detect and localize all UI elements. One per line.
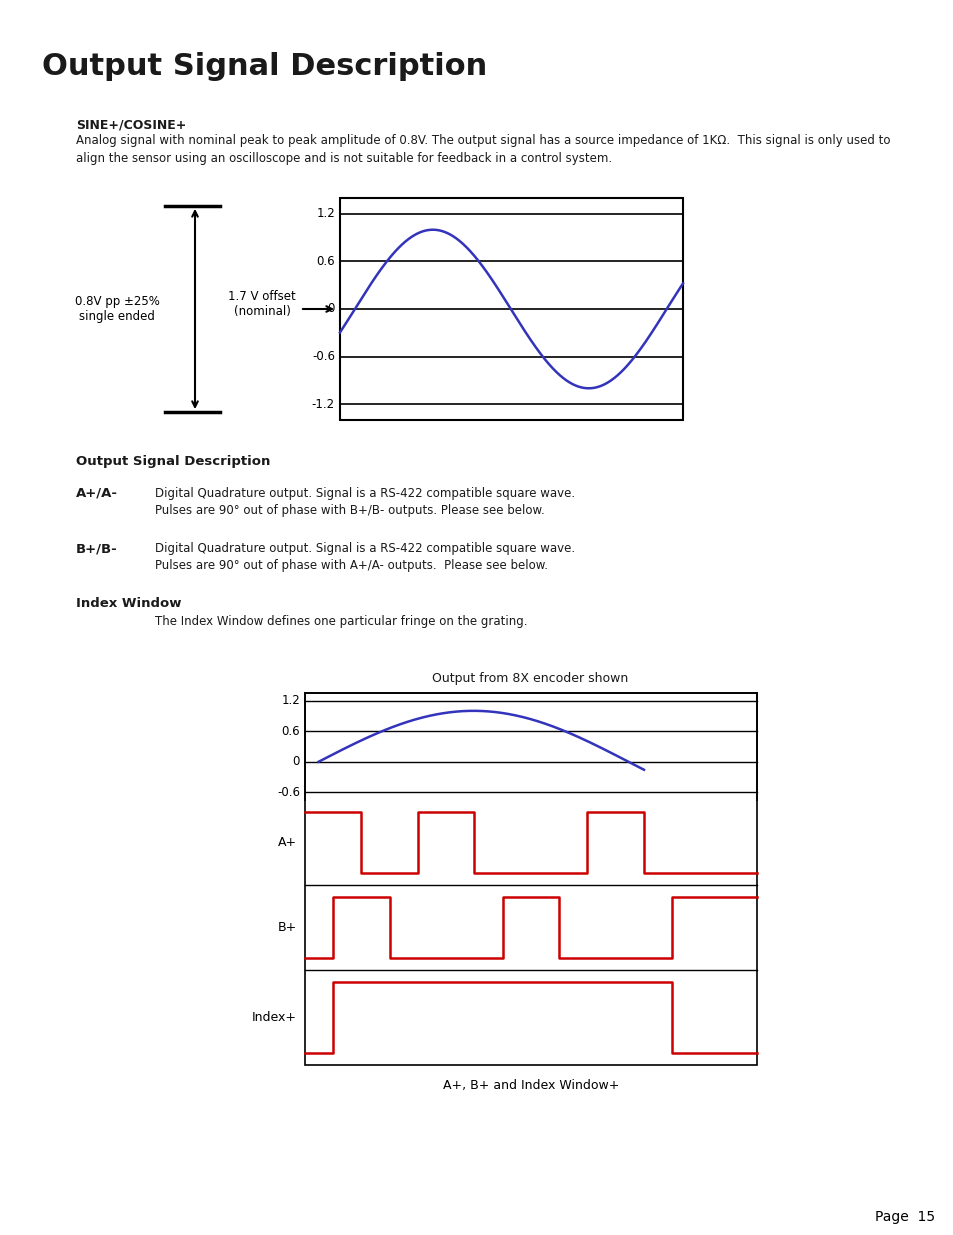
Text: Analog signal with nominal peak to peak amplitude of 0.8V. The output signal has: Analog signal with nominal peak to peak … (76, 135, 889, 165)
Text: Index+: Index+ (252, 1011, 296, 1024)
Text: B+/B-: B+/B- (76, 542, 117, 555)
Bar (339, 198, 682, 420)
Text: 0: 0 (293, 756, 299, 768)
Text: Index Window: Index Window (76, 597, 181, 610)
Text: Page  15: Page 15 (874, 1210, 934, 1224)
Text: 0: 0 (327, 303, 335, 315)
Text: 0.8V pp ±25%
single ended: 0.8V pp ±25% single ended (74, 295, 159, 324)
Text: -0.6: -0.6 (312, 350, 335, 363)
Text: 0.6: 0.6 (281, 725, 299, 737)
Text: A+, B+ and Index Window+: A+, B+ and Index Window+ (442, 1079, 618, 1092)
Text: SINE+/COSINE+: SINE+/COSINE+ (76, 119, 186, 131)
Bar (305, 693, 757, 1065)
Text: A+: A+ (277, 836, 296, 848)
Text: Output Signal Description: Output Signal Description (42, 52, 487, 82)
Text: The Index Window defines one particular fringe on the grating.: The Index Window defines one particular … (154, 615, 527, 629)
Text: A+/A-: A+/A- (76, 487, 118, 500)
Text: Output Signal Description: Output Signal Description (76, 454, 270, 468)
Text: B+: B+ (277, 921, 296, 934)
Text: Digital Quadrature output. Signal is a RS-422 compatible square wave.: Digital Quadrature output. Signal is a R… (154, 487, 575, 500)
Text: Pulses are 90° out of phase with B+/B- outputs. Please see below.: Pulses are 90° out of phase with B+/B- o… (154, 504, 544, 517)
Text: 1.2: 1.2 (281, 694, 299, 708)
Text: -0.6: -0.6 (276, 785, 299, 799)
Text: 1.7 V offset
(nominal): 1.7 V offset (nominal) (228, 290, 295, 317)
Text: 0.6: 0.6 (316, 254, 335, 268)
Text: Output from 8X encoder shown: Output from 8X encoder shown (432, 672, 627, 685)
Text: 1.2: 1.2 (315, 207, 335, 220)
Text: -1.2: -1.2 (312, 398, 335, 411)
Text: Pulses are 90° out of phase with A+/A- outputs.  Please see below.: Pulses are 90° out of phase with A+/A- o… (154, 559, 547, 572)
Text: Digital Quadrature output. Signal is a RS-422 compatible square wave.: Digital Quadrature output. Signal is a R… (154, 542, 575, 555)
